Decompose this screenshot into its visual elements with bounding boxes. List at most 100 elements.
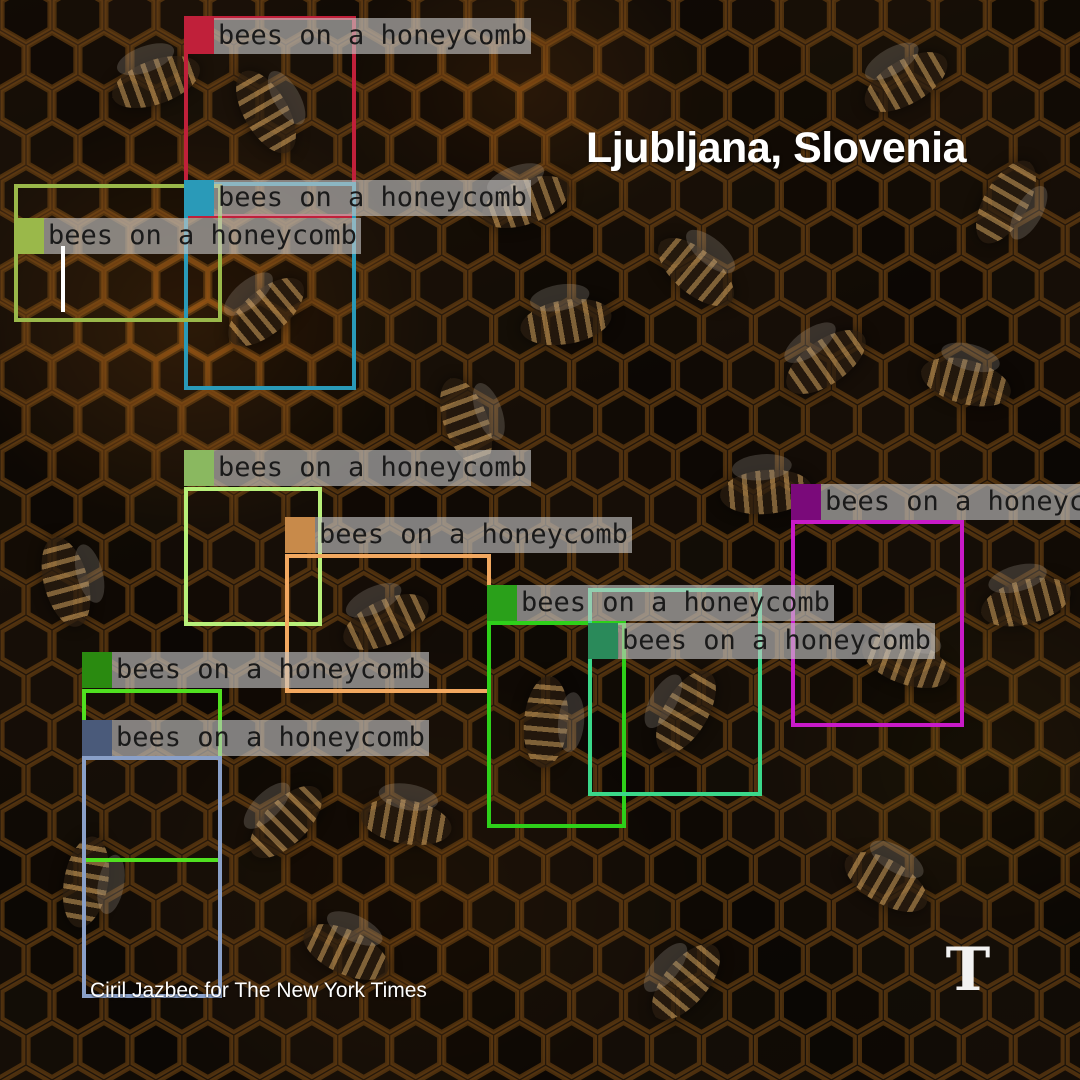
honeycomb-cell (26, 300, 78, 360)
honeycomb-cell (780, 0, 831, 45)
detection-box (82, 756, 222, 998)
honeycomb-cell (676, 165, 727, 225)
honeycomb-cell (702, 300, 753, 360)
honeycomb-cell (1013, 930, 1065, 990)
honeycomb-cell (104, 525, 156, 585)
honeycomb-cell (1065, 217, 1080, 263)
honeycomb-cell (442, 750, 493, 810)
honeycomb-cell (78, 1020, 130, 1080)
honeycomb-cell (754, 390, 805, 450)
detection-label: bees on a honeycomb (82, 652, 429, 688)
honeycomb-cell (961, 840, 1013, 900)
label-swatch (285, 517, 315, 553)
honeycomb-cell (286, 390, 338, 450)
honeycomb-cell (0, 615, 52, 675)
honeycomb-cell (26, 480, 78, 540)
detection-label: bees on a honeycomb (791, 484, 1080, 520)
nyt-logo-icon: T (945, 935, 991, 1005)
label-text: bees on a honeycomb (821, 484, 1080, 520)
honeycomb-cell (390, 210, 442, 270)
honeycomb-cell (650, 840, 701, 900)
honeycomb-cell (1013, 750, 1065, 810)
honeycomb-cell (104, 255, 156, 315)
honeycomb-cell (416, 1065, 467, 1080)
honeycomb-cell (987, 975, 1039, 1035)
honeycomb-cell (312, 75, 364, 135)
detection-label: bees on a honeycomb (82, 720, 429, 756)
honeycomb-cell (702, 390, 753, 450)
honeycomb-cell (520, 975, 571, 1035)
honeycomb-cell (624, 165, 675, 225)
label-text: bees on a honeycomb (618, 623, 935, 659)
honeycomb-cell (494, 930, 545, 990)
honeycomb-cell (935, 795, 987, 855)
label-text: bees on a honeycomb (517, 585, 834, 621)
honeycomb-cell (1039, 705, 1080, 765)
honeycomb-cell (624, 75, 675, 135)
honeycomb-cell (78, 300, 130, 360)
honeycomb-cell (858, 300, 909, 360)
honeycomb-cell (156, 255, 208, 315)
honeycomb-cell (754, 930, 805, 990)
honeycomb-cell (936, 1065, 987, 1080)
honeycomb-cell (624, 885, 675, 945)
honeycomb-cell (0, 795, 52, 855)
honeycomb-cell (650, 30, 701, 90)
honeycomb-cell (884, 1065, 935, 1080)
label-swatch (82, 720, 112, 756)
detection-label: bees on a honeycomb (184, 180, 531, 216)
detection-label: bees on a honeycomb (184, 18, 531, 54)
honeycomb-cell (156, 525, 208, 585)
honeycomb-cell (442, 120, 493, 180)
honeycomb-cell (1065, 847, 1080, 893)
honeycomb-cell (78, 120, 130, 180)
honeycomb-cell (546, 1020, 597, 1080)
honeycomb-cell (987, 795, 1039, 855)
honeycomb-cell (780, 975, 831, 1035)
honeycomb-cell (598, 120, 649, 180)
honeycomb-cell (883, 705, 935, 765)
honeycomb-cell (1065, 937, 1080, 983)
honeycomb-cell (572, 975, 623, 1035)
honeycomb-cell (52, 75, 104, 135)
honeycomb-cell (832, 0, 883, 45)
honeycomb-cell (728, 795, 779, 855)
honeycomb-cell (546, 930, 597, 990)
honeycomb-cell (832, 1065, 883, 1080)
honeycomb-cell (806, 930, 857, 990)
honeycomb-cell (156, 975, 208, 1035)
honeycomb-cell (1013, 30, 1065, 90)
honeycomb-cell (286, 840, 338, 900)
honeycomb-cell (0, 705, 52, 765)
honeycomb-cell (832, 165, 883, 225)
honeycomb-cell (260, 1065, 311, 1080)
honeycomb-cell (0, 930, 26, 990)
honeycomb-cell (208, 885, 260, 945)
honeycomb-cell (0, 660, 26, 720)
honeycomb-cell (442, 840, 493, 900)
honeycomb-cell (935, 75, 987, 135)
honeycomb-cell (676, 345, 727, 405)
honeycomb-cell (624, 1065, 675, 1080)
honeycomb-cell (364, 975, 416, 1035)
honeycomb-cell (364, 255, 416, 315)
detection-label: bees on a honeycomb (14, 218, 361, 254)
honeycomb-cell (858, 930, 909, 990)
honeycomb-cell (598, 1020, 649, 1080)
honeycomb-cell (883, 255, 935, 315)
honeycomb-cell (78, 930, 130, 990)
honeycomb-cell (1065, 127, 1080, 173)
honeycomb-cell (572, 885, 623, 945)
label-swatch (487, 585, 517, 621)
honeycomb-cell (26, 390, 78, 450)
honeycomb-cell (52, 165, 104, 225)
honeycomb-cell (728, 885, 779, 945)
honeycomb-cell (728, 75, 779, 135)
honeycomb-cell (1039, 795, 1080, 855)
honeycomb-cell (468, 75, 519, 135)
honeycomb-cell (78, 480, 130, 540)
honeycomb-cell (130, 120, 182, 180)
honeycomb-cell (1065, 1027, 1080, 1073)
honeycomb-cell (130, 300, 182, 360)
honeycomb-cell (883, 975, 935, 1035)
